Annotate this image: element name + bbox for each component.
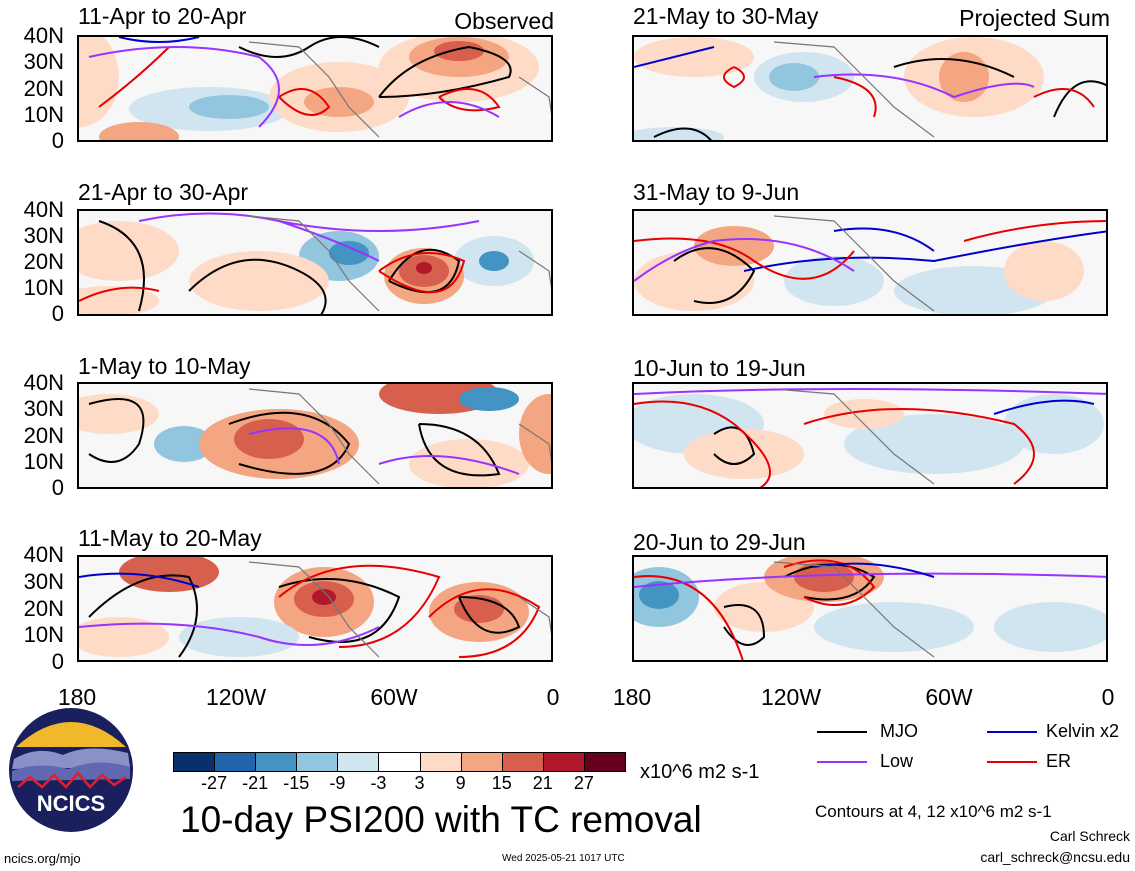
colorbar — [173, 752, 626, 772]
legend-label-kelvin: Kelvin x2 — [1046, 721, 1120, 741]
legend-label-mjo: MJO — [880, 721, 918, 741]
map-panel-projected-4 — [632, 555, 1108, 662]
colorbar-tick-label: 15 — [491, 773, 512, 793]
legend-line-mjo — [817, 731, 867, 733]
ncics-url[interactable]: ncics.org/mjo — [4, 851, 81, 866]
map-panel-projected-3 — [632, 382, 1108, 489]
legend-line-kelvin — [987, 731, 1037, 733]
panel-title-right-4: 20-Jun to 29-Jun — [633, 529, 806, 555]
colorbar-tick-label: -27 — [201, 773, 228, 793]
panel-title-right-1: 21-May to 30-May — [633, 3, 819, 29]
legend-label-low: Low — [880, 751, 914, 771]
panel-title-right-3: 10-Jun to 19-Jun — [633, 355, 806, 381]
main-title: 10-day PSI200 with TC removal — [180, 799, 702, 840]
colorbar-tick-label: -15 — [283, 773, 310, 793]
colorbar-swatch — [337, 752, 380, 772]
legend-line-low — [817, 761, 867, 763]
projected-sum-label: Projected Sum — [959, 5, 1110, 31]
colorbar-swatch — [460, 752, 503, 772]
ncics-logo: NCICS — [8, 707, 134, 833]
colorbar-swatch — [296, 752, 339, 772]
colorbar-tick-label: -3 — [370, 773, 387, 793]
colorbar-tick-label: 21 — [532, 773, 553, 793]
colorbar-swatch — [501, 752, 544, 772]
author-email[interactable]: carl_schreck@ncsu.edu — [980, 849, 1130, 865]
colorbar-swatch — [255, 752, 298, 772]
colorbar-tick-labels: -27 -21 -15 -9 -3 3 9 15 21 27 — [173, 773, 625, 795]
colorbar-tick-label: -9 — [329, 773, 346, 793]
colorbar-swatch — [583, 752, 626, 772]
observed-label: Observed — [454, 8, 554, 34]
colorbar-tick-label: -21 — [242, 773, 269, 793]
colorbar-tick-label: 3 — [414, 773, 425, 793]
map-panel-observed-2 — [77, 209, 553, 316]
timestamp: Wed 2025-05-21 1017 UTC — [502, 853, 625, 864]
map-panel-observed-4 — [77, 555, 553, 662]
map-panel-projected-1 — [632, 35, 1108, 142]
author-name: Carl Schreck — [1049, 828, 1130, 844]
colorbar-swatch — [419, 752, 462, 772]
map-panel-observed-1 — [77, 35, 553, 142]
map-panel-observed-3 — [77, 382, 553, 489]
colorbar-units: x10^6 m2 s-1 — [640, 761, 760, 783]
legend-label-er: ER — [1046, 751, 1072, 771]
legend-line-er — [987, 761, 1037, 763]
colorbar-tick-label: 27 — [573, 773, 594, 793]
logo-text: NCICS — [37, 791, 105, 816]
panel-title-left-1: 11-Apr to 20-Apr — [78, 3, 247, 29]
colorbar-swatch — [214, 752, 257, 772]
colorbar-swatch — [542, 752, 585, 772]
colorbar-swatch — [173, 752, 216, 772]
panel-title-left-2: 21-Apr to 30-Apr — [78, 179, 249, 205]
map-panel-projected-2 — [632, 209, 1108, 316]
contours-note: Contours at 4, 12 x10^6 m2 s-1 — [815, 802, 1052, 821]
colorbar-swatch — [378, 752, 421, 772]
colorbar-tick-label: 9 — [455, 773, 466, 793]
panel-title-left-3: 1-May to 10-May — [78, 353, 251, 379]
panel-title-left-4: 11-May to 20-May — [78, 525, 262, 551]
panel-title-right-2: 31-May to 9-Jun — [633, 179, 800, 205]
